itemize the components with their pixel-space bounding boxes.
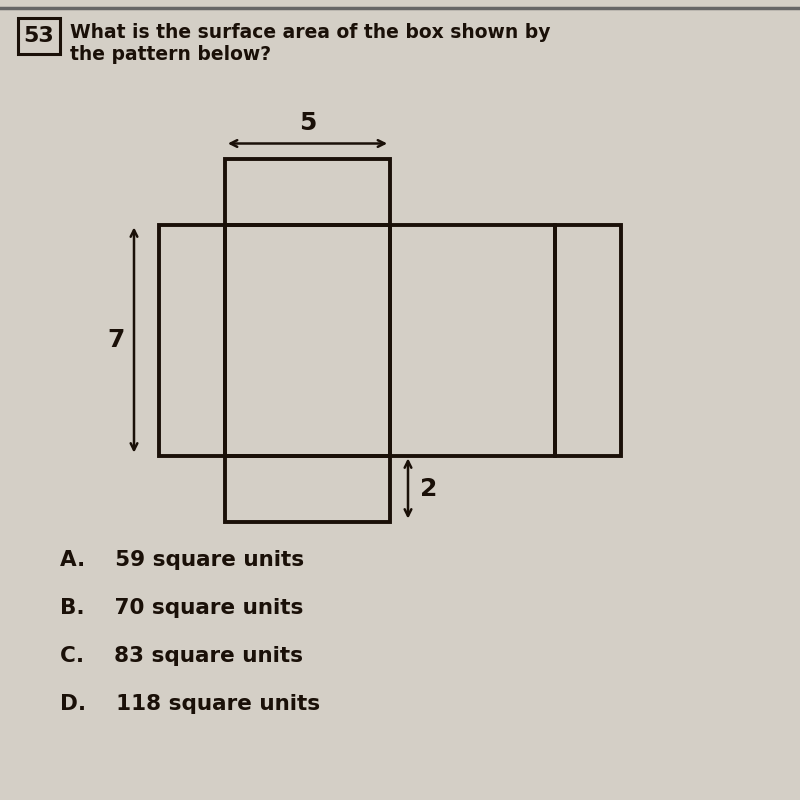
Text: C.    83 square units: C. 83 square units <box>60 646 303 666</box>
Text: 5: 5 <box>299 111 316 135</box>
Text: A.    59 square units: A. 59 square units <box>60 550 304 570</box>
Bar <box>555 225 621 455</box>
Bar <box>225 158 390 225</box>
Text: 53: 53 <box>24 26 54 46</box>
Bar <box>390 225 555 455</box>
Text: 2: 2 <box>420 477 438 501</box>
Bar <box>159 225 225 455</box>
Text: B.    70 square units: B. 70 square units <box>60 598 303 618</box>
Bar <box>18 18 60 54</box>
Bar <box>225 225 390 455</box>
Text: the pattern below?: the pattern below? <box>70 45 271 64</box>
Bar <box>225 455 390 522</box>
Text: What is the surface area of the box shown by: What is the surface area of the box show… <box>70 23 550 42</box>
Text: D.    118 square units: D. 118 square units <box>60 694 320 714</box>
Text: 7: 7 <box>107 328 125 352</box>
